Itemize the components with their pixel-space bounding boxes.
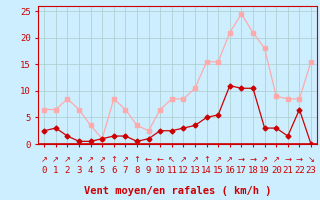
Text: ↗: ↗	[180, 155, 187, 164]
Text: ↗: ↗	[76, 155, 83, 164]
Text: 9: 9	[146, 166, 151, 175]
Text: ↖: ↖	[168, 155, 175, 164]
Text: 10: 10	[155, 166, 165, 175]
Text: Vent moyen/en rafales ( km/h ): Vent moyen/en rafales ( km/h )	[84, 186, 271, 196]
Text: 19: 19	[259, 166, 270, 175]
Text: →: →	[296, 155, 303, 164]
Text: ←: ←	[157, 155, 164, 164]
Text: ↗: ↗	[64, 155, 71, 164]
Text: 12: 12	[178, 166, 189, 175]
Text: 6: 6	[111, 166, 116, 175]
Text: 14: 14	[201, 166, 212, 175]
Text: →: →	[284, 155, 291, 164]
Text: ↑: ↑	[133, 155, 140, 164]
Text: 17: 17	[236, 166, 247, 175]
Text: 1: 1	[53, 166, 59, 175]
Text: ↑: ↑	[110, 155, 117, 164]
Text: ↗: ↗	[87, 155, 94, 164]
Text: 21: 21	[283, 166, 293, 175]
Text: ↗: ↗	[261, 155, 268, 164]
Text: ↗: ↗	[122, 155, 129, 164]
Text: 7: 7	[123, 166, 128, 175]
Text: ↗: ↗	[273, 155, 280, 164]
Text: 11: 11	[166, 166, 177, 175]
Text: ↗: ↗	[41, 155, 48, 164]
Text: 0: 0	[42, 166, 47, 175]
Text: 20: 20	[271, 166, 282, 175]
Text: ↗: ↗	[226, 155, 233, 164]
Text: 23: 23	[306, 166, 316, 175]
Text: 5: 5	[100, 166, 105, 175]
Text: 4: 4	[88, 166, 93, 175]
Text: 8: 8	[134, 166, 140, 175]
Text: 13: 13	[190, 166, 200, 175]
Text: →: →	[250, 155, 257, 164]
Text: ↘: ↘	[308, 155, 315, 164]
Text: 2: 2	[65, 166, 70, 175]
Text: ↗: ↗	[52, 155, 59, 164]
Text: 22: 22	[294, 166, 305, 175]
Text: 16: 16	[224, 166, 235, 175]
Text: 3: 3	[76, 166, 82, 175]
Text: ↑: ↑	[203, 155, 210, 164]
Text: ↗: ↗	[191, 155, 198, 164]
Text: 15: 15	[213, 166, 224, 175]
Text: 18: 18	[248, 166, 258, 175]
Text: ←: ←	[145, 155, 152, 164]
Text: ↗: ↗	[99, 155, 106, 164]
Text: ↗: ↗	[215, 155, 222, 164]
Text: →: →	[238, 155, 245, 164]
